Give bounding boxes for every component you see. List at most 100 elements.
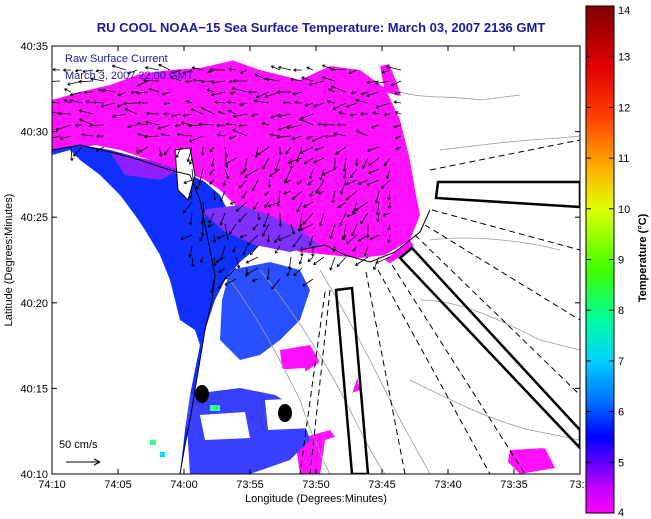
current-vector: [238, 179, 248, 189]
current-vector: [239, 102, 248, 107]
y-tick-label: 40:15: [20, 383, 48, 395]
current-vector: [356, 130, 369, 137]
radar-station-marker: [278, 404, 292, 422]
current-vector: [190, 108, 204, 115]
current-vector: [337, 201, 347, 209]
current-vector: [199, 256, 204, 263]
current-vector: [235, 256, 241, 269]
current-vector: [213, 256, 217, 267]
current-vector: [160, 132, 171, 137]
current-vector: [278, 146, 283, 156]
current-vector: [224, 267, 237, 280]
current-vector: [210, 278, 215, 294]
current-vector: [249, 245, 259, 256]
current-vector: [211, 91, 226, 97]
current-vector: [218, 267, 226, 274]
current-vector: [248, 90, 259, 94]
current-vector: [325, 134, 336, 139]
current-vector: [188, 245, 193, 258]
cool-water-mixing: [200, 205, 320, 252]
colorbar-title: Temperature (°C): [637, 213, 649, 302]
current-vector: [95, 68, 105, 73]
current-vector: [52, 135, 61, 139]
x-tick-label: 74:00: [170, 479, 198, 491]
current-vector: [372, 111, 380, 115]
current-vector: [69, 98, 83, 104]
current-vector: [383, 157, 391, 167]
y-tick-label: 40:35: [20, 41, 48, 53]
current-vector: [278, 212, 283, 227]
current-vector: [317, 122, 325, 127]
current-timestamp: March 3, 2007 22:00 GMT: [65, 70, 194, 82]
warm-water-region: [52, 52, 420, 258]
current-vector: [393, 100, 402, 105]
current-vector: [189, 190, 193, 199]
current-vector: [299, 118, 314, 126]
current-vector: [287, 256, 292, 270]
current-vector: [390, 80, 402, 87]
colorbar-tick-label: 10: [618, 204, 630, 216]
current-vector: [329, 256, 336, 271]
y-tick-label: 40:20: [20, 298, 48, 310]
depth-contour: [429, 237, 561, 251]
current-vector: [252, 278, 259, 282]
depth-contour: [229, 279, 331, 474]
current-vector: [267, 201, 281, 208]
current-vector: [183, 201, 193, 214]
current-vector: [209, 168, 215, 176]
current-vector: [162, 91, 171, 96]
current-vector: [264, 201, 270, 209]
current-vector: [326, 99, 336, 104]
land-north-coast: [52, 46, 240, 100]
current-vector: [349, 168, 358, 179]
current-vector: [145, 66, 160, 71]
colorbar-tick-label: 5: [618, 457, 624, 469]
current-vector: [163, 146, 171, 156]
current-vector: [96, 134, 105, 138]
x-tick-label: 73:3: [569, 479, 590, 491]
colorbar-tick-label: 11: [618, 153, 629, 165]
current-vector: [171, 69, 182, 74]
current-vector: [222, 179, 227, 187]
current-vector: [277, 113, 292, 118]
current-vector: [198, 122, 215, 126]
current-vector: [244, 168, 259, 178]
x-tick-label: 73:50: [302, 479, 330, 491]
current-vector: [387, 223, 391, 231]
current-vector: [191, 66, 204, 71]
x-tick-label: 74:05: [104, 479, 132, 491]
x-tick-label: 73:35: [500, 479, 528, 491]
current-vector: [239, 234, 248, 239]
current-vector: [375, 102, 391, 109]
current-vector: [368, 157, 380, 166]
current-vector: [276, 190, 281, 207]
current-vector: [245, 256, 259, 264]
current-vector: [75, 68, 83, 73]
current-vector: [81, 133, 94, 137]
current-vector: [300, 245, 304, 257]
current-vector: [84, 90, 94, 95]
current-vector: [146, 111, 160, 116]
x-axis-ticks: 74:10 74:05 74:00 73:55 73:50 73:45 73:40 73:35…: [38, 46, 591, 491]
map-layers: [52, 46, 580, 474]
current-vector: [58, 111, 72, 116]
current-vector: [338, 111, 347, 115]
current-vector: [291, 190, 303, 201]
current-vector: [337, 123, 347, 127]
current-vector: [262, 212, 270, 228]
current-vector: [213, 234, 217, 243]
current-vector: [89, 123, 105, 128]
current-vector: [163, 112, 171, 116]
depth-contour: [409, 379, 580, 441]
current-vector: [346, 102, 358, 108]
current-vector: [380, 179, 391, 189]
current-vector: [293, 267, 303, 276]
shipping-lane: [334, 286, 370, 474]
current-vector: [307, 179, 314, 186]
colorbar-ticks: 14 13 12 11 10 9 8 7 6 5 4: [586, 5, 630, 519]
current-vector: [200, 106, 215, 115]
current-vector: [303, 157, 314, 165]
current-vector: [283, 190, 292, 195]
current-vector: [366, 80, 380, 85]
